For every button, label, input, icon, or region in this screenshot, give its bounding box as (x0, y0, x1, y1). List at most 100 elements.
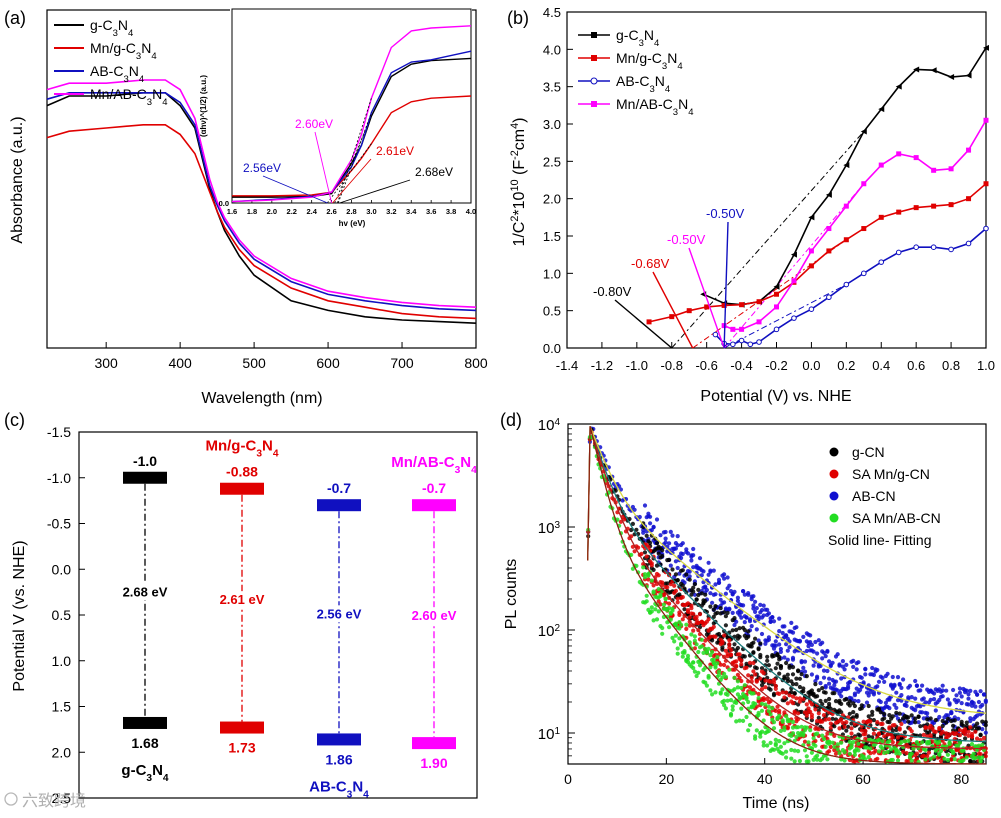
decay-point (742, 654, 747, 659)
x-tick-label: -1.2 (591, 358, 613, 373)
decay-point (918, 704, 923, 709)
decay-point (667, 601, 672, 606)
decay-point (761, 743, 766, 748)
decay-point (957, 728, 963, 733)
decay-point (646, 577, 651, 582)
decay-point (959, 701, 964, 706)
decay-point (940, 683, 945, 688)
decay-point (711, 568, 716, 573)
inset-x-tick-label: 3.8 (446, 207, 456, 216)
legend-marker (591, 55, 597, 61)
data-marker (808, 248, 814, 254)
decay-point (796, 669, 801, 674)
decay-point (887, 706, 892, 711)
decay-point (708, 569, 713, 574)
decay-point (737, 626, 742, 631)
decay-point (966, 702, 971, 707)
data-marker (721, 302, 727, 308)
decay-point (966, 733, 971, 738)
decay-point (925, 754, 930, 759)
decay-point (727, 667, 732, 672)
legend-label: g-C3N4 (90, 17, 134, 39)
decay-point (983, 754, 988, 759)
decay-point (825, 668, 830, 674)
decay-point (895, 675, 901, 680)
decay-point (723, 674, 729, 680)
decay-point (916, 742, 921, 747)
decay-point (759, 666, 765, 671)
decay-point (777, 713, 782, 719)
decay-point (875, 684, 880, 689)
decay-point (825, 757, 830, 762)
decay-point (832, 724, 837, 729)
inset-x-tick-label: 2.4 (306, 207, 317, 216)
decay-point (885, 749, 890, 755)
decay-point (809, 642, 815, 648)
x-tick-label: 0.8 (942, 358, 960, 373)
data-marker (843, 237, 849, 243)
decay-point (761, 671, 766, 676)
decay-point (849, 745, 854, 750)
decay-point (646, 545, 651, 550)
data-marker (774, 291, 779, 297)
decay-point (876, 679, 882, 684)
inset-x-tick-label: 3.4 (406, 207, 417, 216)
decay-point (649, 605, 654, 610)
inset-x-tick-label: 2.0 (267, 207, 277, 216)
inset-x-axis-label: hv (eV) (339, 219, 366, 228)
decay-point (778, 664, 784, 669)
decay-point (701, 650, 706, 656)
decay-point (868, 746, 873, 751)
decay-point (773, 643, 778, 648)
y-tick-label: 101 (538, 725, 561, 743)
decay-point (735, 645, 741, 651)
decay-point (871, 718, 877, 723)
decay-point (859, 703, 864, 708)
decay-point (827, 717, 832, 722)
decay-point (851, 740, 856, 745)
decay-point (804, 674, 809, 679)
data-marker (965, 240, 972, 247)
decay-point (804, 713, 809, 718)
decay-point (644, 593, 649, 598)
decay-point (973, 755, 978, 761)
decay-point (899, 693, 904, 698)
decay-point (983, 720, 988, 725)
decay-point (653, 536, 658, 541)
decay-point (716, 669, 722, 674)
decay-point (866, 755, 871, 760)
gap-label-bg (404, 607, 464, 625)
data-marker (791, 315, 797, 321)
panel-c: (c) -1.5 -1.0 -0.5 0.0 0.5 1.0 1.5 2.0 2.5 -1.0 1… (4, 410, 478, 806)
decay-point (828, 725, 833, 730)
decay-point (711, 624, 716, 630)
decay-point (830, 716, 835, 721)
decay-point (864, 745, 870, 750)
decay-point (651, 583, 656, 588)
decay-point (856, 741, 861, 746)
decay-point (730, 704, 735, 709)
tauc-curve (232, 95, 472, 197)
decay-point (691, 553, 696, 558)
legend-marker (829, 469, 839, 479)
decay-point (833, 679, 839, 684)
decay-point (663, 540, 668, 545)
decay-point (933, 718, 938, 723)
decay-point (973, 704, 978, 709)
decay-point (863, 731, 868, 737)
decay-point (708, 688, 713, 693)
flatband-annotation: -0.50V (667, 232, 706, 247)
decay-point (976, 699, 982, 705)
y-tick-label: 2.0 (543, 192, 561, 207)
decay-point (780, 751, 785, 756)
decay-point (978, 752, 983, 757)
decay-point (940, 718, 945, 724)
data-marker (825, 191, 832, 198)
decay-point (782, 655, 787, 660)
x-tick-label: -0.2 (765, 358, 787, 373)
decay-point (667, 541, 672, 546)
valence-band (317, 733, 361, 746)
decay-point (945, 716, 951, 721)
data-marker (774, 304, 779, 310)
data-marker (756, 299, 762, 305)
